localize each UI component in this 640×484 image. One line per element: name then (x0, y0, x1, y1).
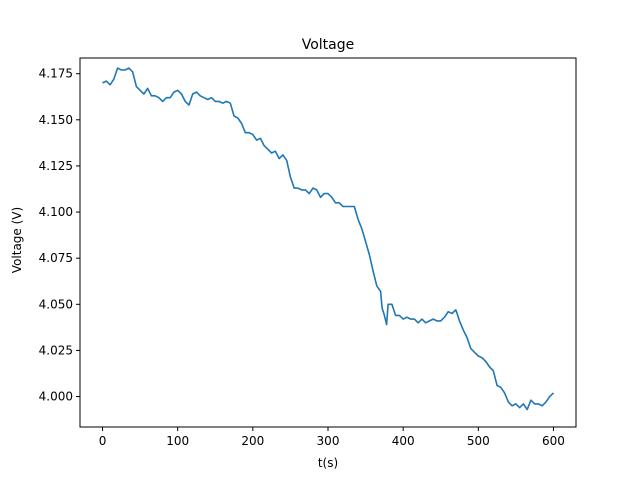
y-tick-label: 4.175 (39, 67, 73, 81)
x-tick-label: 500 (467, 434, 490, 448)
y-tick-label: 4.050 (39, 297, 73, 311)
series-line-0 (102, 67, 555, 411)
y-tick-label: 4.075 (39, 251, 73, 265)
x-tick-label: 300 (317, 434, 340, 448)
y-tick-label: 4.000 (39, 390, 73, 404)
chart-title: Voltage (302, 37, 355, 53)
x-tick-label: 600 (542, 434, 565, 448)
y-tick-label: 4.125 (39, 159, 73, 173)
plot-frame (79, 57, 577, 428)
y-tick-label: 4.150 (39, 113, 73, 127)
x-axis-label: t(s) (318, 456, 338, 470)
y-axis-ticks: 4.000 4.025 4.050 4.075 4.100 4.125 4.150 4.175 (39, 67, 80, 404)
plot-area (102, 67, 555, 411)
x-tick-label: 400 (392, 434, 415, 448)
x-axis-ticks: 0 100 200 300 400 500 600 (99, 427, 565, 448)
y-tick-label: 4.025 (39, 343, 73, 357)
y-tick-label: 4.100 (39, 205, 73, 219)
x-tick-label: 100 (166, 434, 189, 448)
y-axis-label: Voltage (V) (10, 207, 24, 273)
x-tick-label: 0 (99, 434, 107, 448)
x-tick-label: 200 (241, 434, 264, 448)
